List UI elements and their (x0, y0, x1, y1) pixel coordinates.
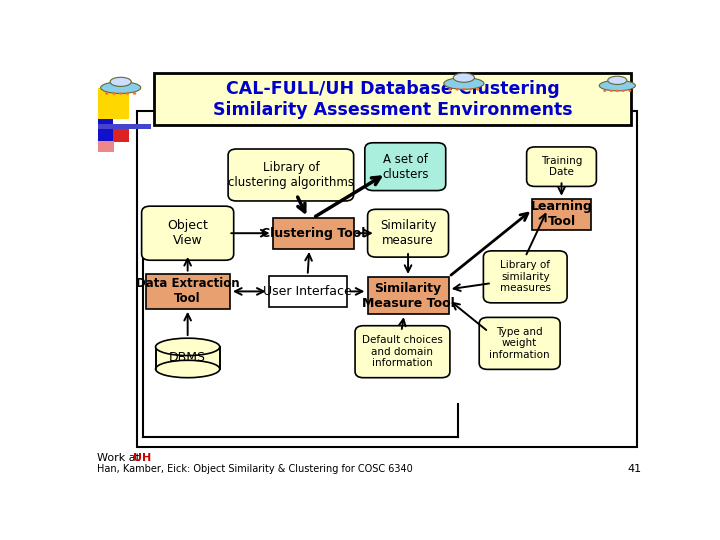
Circle shape (112, 92, 116, 94)
Circle shape (469, 88, 472, 91)
Text: CAL-FULL/UH Database Clustering
Similarity Assessment Environments: CAL-FULL/UH Database Clustering Similari… (213, 80, 572, 118)
Text: Object
View: Object View (167, 219, 208, 247)
Bar (99, 119, 114, 152)
Text: Type and
weight
information: Type and weight information (490, 327, 550, 360)
Circle shape (119, 92, 122, 94)
Text: Training
Date: Training Date (541, 156, 582, 178)
FancyBboxPatch shape (483, 251, 567, 303)
Bar (114, 127, 129, 141)
Text: Library of
clustering algorithms: Library of clustering algorithms (228, 161, 354, 189)
Ellipse shape (454, 73, 474, 82)
Ellipse shape (156, 338, 220, 355)
FancyBboxPatch shape (526, 147, 596, 186)
Ellipse shape (101, 82, 141, 93)
FancyBboxPatch shape (269, 276, 347, 307)
Ellipse shape (156, 360, 220, 377)
Text: Work at: Work at (96, 453, 143, 463)
Circle shape (133, 92, 136, 94)
FancyBboxPatch shape (273, 218, 354, 249)
FancyBboxPatch shape (532, 199, 591, 230)
FancyBboxPatch shape (480, 318, 560, 369)
Circle shape (616, 90, 618, 92)
Bar (99, 141, 114, 152)
Circle shape (476, 88, 480, 91)
Text: Library of
similarity
measures: Library of similarity measures (500, 260, 551, 293)
Ellipse shape (608, 76, 627, 84)
Circle shape (105, 92, 109, 94)
FancyBboxPatch shape (365, 143, 446, 191)
Text: Default choices
and domain
information: Default choices and domain information (362, 335, 443, 368)
Circle shape (126, 92, 129, 94)
Bar (99, 87, 129, 119)
Circle shape (629, 90, 631, 92)
Circle shape (456, 88, 459, 91)
FancyBboxPatch shape (138, 111, 637, 447)
FancyBboxPatch shape (355, 326, 450, 377)
FancyBboxPatch shape (145, 274, 230, 309)
Text: 41: 41 (627, 464, 642, 474)
Text: A set of
clusters: A set of clusters (382, 153, 428, 181)
Text: Learning
Tool: Learning Tool (531, 200, 593, 228)
Ellipse shape (599, 80, 635, 91)
Text: User Interface: User Interface (264, 285, 352, 298)
Circle shape (622, 90, 625, 92)
Circle shape (603, 90, 606, 92)
Bar (99, 124, 151, 129)
Text: Han, Kamber, Eick: Object Similarity & Clustering for COSC 6340: Han, Kamber, Eick: Object Similarity & C… (96, 464, 413, 474)
FancyBboxPatch shape (368, 277, 449, 314)
Ellipse shape (110, 77, 131, 86)
Ellipse shape (444, 78, 484, 89)
Text: UH: UH (133, 453, 151, 463)
Text: Data Extraction
Tool: Data Extraction Tool (136, 278, 240, 306)
FancyBboxPatch shape (228, 149, 354, 201)
Text: Similarity
Measure Tool: Similarity Measure Tool (361, 281, 454, 309)
FancyBboxPatch shape (142, 206, 234, 260)
Bar (156, 347, 220, 369)
Circle shape (610, 90, 613, 92)
Circle shape (449, 88, 451, 91)
FancyBboxPatch shape (368, 210, 449, 257)
Text: Similarity
measure: Similarity measure (380, 219, 436, 247)
Circle shape (462, 88, 466, 91)
FancyBboxPatch shape (154, 73, 631, 125)
Text: DBMS: DBMS (169, 352, 206, 365)
Text: Clustering Tool: Clustering Tool (261, 227, 365, 240)
